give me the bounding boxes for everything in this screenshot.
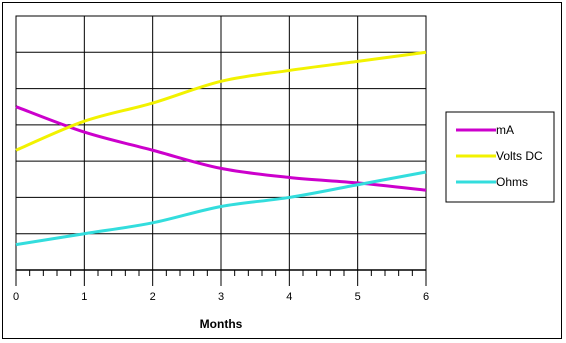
x-tick-label: 3 [218,291,224,303]
series-line-ohms [15,170,427,247]
series-line-ma [15,105,427,192]
x-tick-label: 4 [286,291,292,303]
legend-label: mA [496,123,514,137]
x-tick-label: 0 [13,291,19,303]
x-tick-labels: 0 1 2 3 4 5 6 [13,291,429,303]
x-tick-label: 6 [423,291,429,303]
legend: mA Volts DC Ohms [445,111,555,203]
axes [15,269,427,286]
x-tick-label: 5 [355,291,361,303]
legend-label: Volts DC [496,149,543,163]
x-tick-label: 2 [150,291,156,303]
legend-label: Ohms [496,175,528,189]
series-lines [15,50,427,247]
x-tick-label: 1 [81,291,87,303]
x-axis-title: Months [200,317,243,331]
series-line-volts-dc [15,50,427,152]
